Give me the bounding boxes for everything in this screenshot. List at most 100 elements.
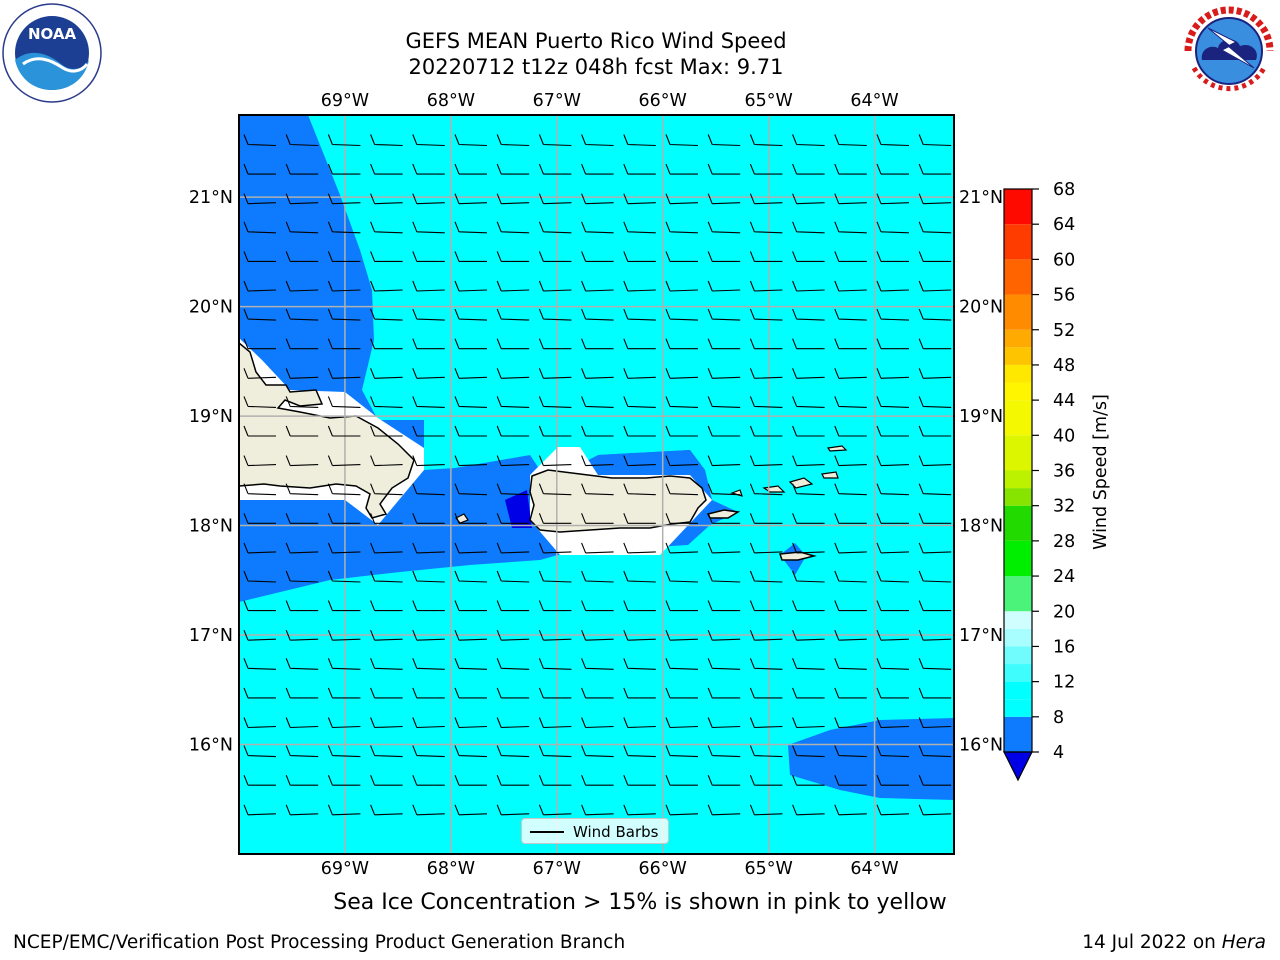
graticule: [239, 115, 954, 854]
wind-barb: [412, 455, 445, 467]
land-hispaniola: [239, 342, 415, 519]
wind-barb: [538, 134, 572, 147]
wind-barb: [918, 600, 952, 612]
wind-barbs: [243, 134, 952, 816]
wind-barb: [792, 368, 825, 379]
wind-barb: [834, 280, 867, 292]
wind-barb: [665, 134, 699, 147]
wind-barb: [834, 134, 867, 147]
wind-barb: [496, 368, 530, 379]
colorbar: 68 64 60 56 52 48 44 40 36 32 28 24 20 16 12 8 4: [1003, 180, 1075, 782]
wind-barb: [792, 513, 825, 524]
wind-barb: [243, 658, 277, 670]
colorbar-tick-label: 4: [1053, 743, 1064, 763]
wind-barb: [665, 629, 699, 641]
wind-barb: [918, 425, 952, 437]
wind-barb: [707, 163, 741, 175]
wind-barb: [370, 308, 403, 321]
wind-barb: [496, 542, 530, 554]
wind-barb: [285, 483, 319, 496]
credit-host: Hera: [1221, 932, 1266, 953]
wind-barb: [454, 629, 488, 641]
wind-barb: [538, 542, 572, 554]
wind-barb: [285, 308, 319, 321]
wind-barb: [792, 338, 825, 350]
wind-barb: [918, 513, 952, 524]
wind-barb: [243, 455, 277, 467]
wind-barb: [876, 193, 910, 205]
wind-barb: [412, 804, 445, 816]
wind-barb: [243, 280, 277, 292]
wind-barb: [538, 600, 572, 612]
wind-barb: [412, 570, 445, 583]
colorbar-segment: [1004, 364, 1032, 383]
wind-barb: [581, 774, 614, 786]
wind-barb: [792, 600, 825, 612]
wind-barb: [918, 687, 952, 699]
lon-label-top: 67°W: [533, 91, 581, 111]
land-anegada: [826, 445, 848, 452]
wind-barb: [792, 570, 825, 583]
wind-barb: [876, 629, 910, 641]
wind-barb: [623, 570, 656, 583]
wind-barb: [285, 163, 319, 175]
wind-barb: [749, 455, 783, 467]
wind-band-4-8-southeast: [788, 718, 954, 800]
wind-barb: [243, 600, 276, 612]
wind-barb: [243, 687, 276, 699]
wind-barb: [454, 368, 488, 379]
wind-barb: [876, 804, 910, 816]
lat-label-right: 19°N: [959, 407, 1003, 427]
wind-barb: [834, 804, 867, 816]
wind-barb: [834, 368, 867, 379]
colorbar-segment: [1004, 189, 1032, 225]
wind-barb: [538, 425, 572, 437]
wind-barb: [538, 455, 572, 467]
wind-barbs-legend-label: Wind Barbs: [573, 823, 659, 841]
wind-barb: [623, 280, 656, 292]
wind-barb: [707, 134, 741, 147]
wind-barb: [623, 804, 656, 816]
wind-barb: [496, 658, 530, 670]
colorbar-tick-label: 52: [1053, 321, 1075, 341]
wind-barb: [454, 483, 488, 496]
wind-barb: [370, 221, 403, 234]
wind-barb: [243, 251, 276, 262]
wind-barb: [243, 193, 277, 205]
lat-label-right: 21°N: [959, 188, 1003, 208]
wind-barb: [370, 483, 403, 496]
nws-logo-icon: [1182, 4, 1276, 98]
wind-barb: [581, 338, 614, 350]
wind-barb: [918, 134, 952, 147]
wind-barb: [496, 280, 530, 292]
wind-barb: [707, 542, 741, 554]
wind-barb: [876, 308, 910, 321]
wind-barb: [327, 425, 361, 437]
wind-barb: [707, 717, 741, 729]
wind-barb: [707, 221, 741, 234]
colorbar-tick-label: 60: [1053, 250, 1075, 270]
wind-barb: [496, 600, 530, 612]
wind-barb: [496, 745, 530, 758]
wind-barb: [412, 163, 445, 175]
wind-barb: [834, 570, 867, 583]
wind-barb: [327, 774, 361, 786]
colorbar-tick-label: 20: [1053, 602, 1075, 622]
wind-barb: [370, 717, 403, 729]
wind-barb: [412, 368, 445, 379]
wind-barb: [243, 513, 276, 524]
wind-barb: [707, 600, 741, 612]
wind-barb: [665, 804, 699, 816]
wind-barb: [454, 804, 488, 816]
wind-barb: [707, 251, 741, 262]
wind-barb: [412, 193, 445, 205]
lon-label-bottom: 64°W: [850, 859, 898, 879]
credit-organization: NCEP/EMC/Verification Post Processing Pr…: [13, 932, 626, 953]
wind-barb: [918, 280, 952, 292]
wind-barb: [285, 629, 319, 641]
wind-barb: [623, 134, 656, 147]
wind-barb: [496, 774, 530, 786]
wind-barb: [918, 542, 952, 554]
wind-barb: [792, 455, 825, 467]
wind-barb: [370, 745, 403, 758]
